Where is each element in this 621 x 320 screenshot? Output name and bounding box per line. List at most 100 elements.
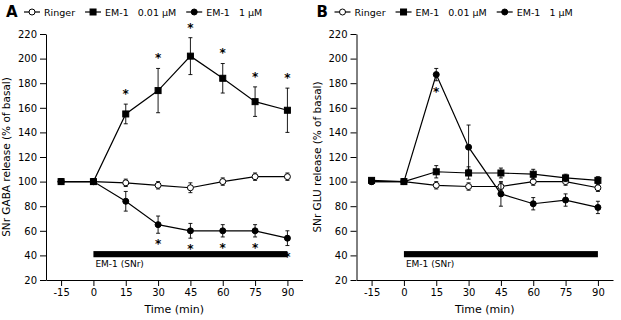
y-tick: 80	[335, 201, 357, 212]
error-bar	[402, 179, 406, 184]
legend-swatch-marker	[401, 9, 407, 15]
y-tick: 160	[328, 103, 356, 114]
error-bar	[91, 179, 95, 184]
error-bar	[253, 173, 257, 180]
x-tick-mark	[404, 280, 405, 286]
legend-item: Ringer	[335, 7, 386, 18]
y-tick-mark	[40, 182, 46, 183]
data-point	[369, 179, 375, 185]
data-point	[433, 72, 439, 78]
x-tick-label: -15	[53, 287, 69, 298]
x-tick-mark	[372, 280, 373, 286]
data-point	[284, 174, 290, 180]
y-tick-mark	[40, 132, 46, 133]
marks	[58, 38, 290, 258]
y-tick: 120	[18, 152, 46, 163]
significance-star: *	[220, 46, 227, 60]
y-tick: 100	[18, 176, 46, 187]
x-tick-mark	[190, 280, 191, 286]
x-tick-label: 90	[282, 287, 295, 298]
y-tick-label: 40	[24, 250, 37, 261]
data-point	[401, 179, 407, 185]
data-point	[90, 179, 96, 185]
error-bar	[59, 179, 63, 184]
y-tick: 20	[335, 275, 357, 286]
data-point	[252, 99, 258, 105]
y-tick-mark	[351, 157, 357, 158]
error-bar	[596, 184, 600, 191]
significance-star: *	[252, 241, 259, 255]
series-line	[61, 56, 287, 181]
legend-swatch-marker	[90, 9, 96, 15]
x-tick-label: 15	[120, 287, 133, 298]
y-tick: 120	[328, 152, 356, 163]
data-point	[530, 201, 536, 207]
series-line	[61, 182, 287, 239]
x-tick-label: 30	[152, 287, 165, 298]
series	[369, 166, 601, 185]
error-bar	[434, 182, 438, 189]
x-tick-mark	[533, 280, 534, 286]
y-tick: 60	[24, 226, 46, 237]
y-tick: 100	[328, 176, 356, 187]
data-point	[530, 171, 536, 177]
data-point	[220, 179, 226, 185]
x-axis-title: Time (min)	[143, 303, 204, 316]
legend: RingerEM-1 0.01 μMEM-1 1 μM	[335, 7, 573, 18]
error-bar	[156, 182, 160, 189]
error-bar	[564, 194, 568, 206]
y-tick-label: 120	[18, 152, 37, 163]
legend-item: EM-1 1 μM	[186, 7, 262, 18]
series	[58, 38, 290, 185]
y-axis-line	[357, 35, 358, 281]
x-tick: 45	[185, 280, 198, 298]
data-point	[58, 179, 64, 185]
legend-item: EM-1 0.01 μM	[85, 7, 176, 18]
y-tick-mark	[351, 108, 357, 109]
error-bar	[467, 183, 471, 190]
y-tick-mark	[351, 59, 357, 60]
significance-star: *	[284, 250, 291, 264]
error-bar	[253, 225, 257, 237]
x-tick: 75	[560, 280, 573, 298]
significance-star: *	[123, 87, 130, 101]
x-tick-mark	[436, 280, 437, 286]
x-axis: -150153045607590	[47, 280, 304, 298]
panel: -150153045607590204060801001201401601802…	[0, 3, 303, 316]
x-tick-mark	[223, 280, 224, 286]
panel-title: A	[6, 3, 18, 21]
x-axis-line	[357, 280, 614, 281]
data-point	[284, 235, 290, 241]
x-tick-label: 75	[249, 287, 262, 298]
panel: -150153045607590204060801001201401601802…	[311, 3, 614, 316]
error-bar	[531, 198, 535, 210]
error-bar	[467, 125, 471, 169]
x-tick: 30	[463, 280, 476, 298]
y-tick-mark	[351, 280, 357, 281]
x-tick-mark	[598, 280, 599, 286]
data-point	[252, 228, 258, 234]
y-axis-title: SNr GLU release (% of basal)	[311, 81, 323, 232]
x-tick-mark	[501, 280, 502, 286]
y-tick: 40	[335, 250, 357, 261]
y-tick-label: 180	[18, 78, 37, 89]
y-tick-label: 60	[335, 226, 348, 237]
x-tick: -15	[53, 280, 69, 298]
data-point	[155, 88, 161, 94]
error-bar	[596, 177, 600, 184]
x-tick: 15	[120, 280, 133, 298]
error-bar	[59, 179, 63, 184]
x-tick-label: 15	[430, 287, 443, 298]
x-tick: 30	[152, 280, 165, 298]
legend-label: EM-1 0.01 μM	[105, 7, 176, 18]
data-point	[187, 228, 193, 234]
x-tick-mark	[93, 280, 94, 286]
y-tick: 40	[24, 250, 46, 261]
series	[58, 173, 290, 193]
data-point	[563, 197, 569, 203]
x-tick-mark	[61, 280, 62, 286]
data-point	[155, 222, 161, 228]
y-tick-label: 20	[24, 275, 37, 286]
y-axis-title: SNr GABA release (% of basal)	[0, 77, 12, 237]
data-point	[466, 144, 472, 150]
